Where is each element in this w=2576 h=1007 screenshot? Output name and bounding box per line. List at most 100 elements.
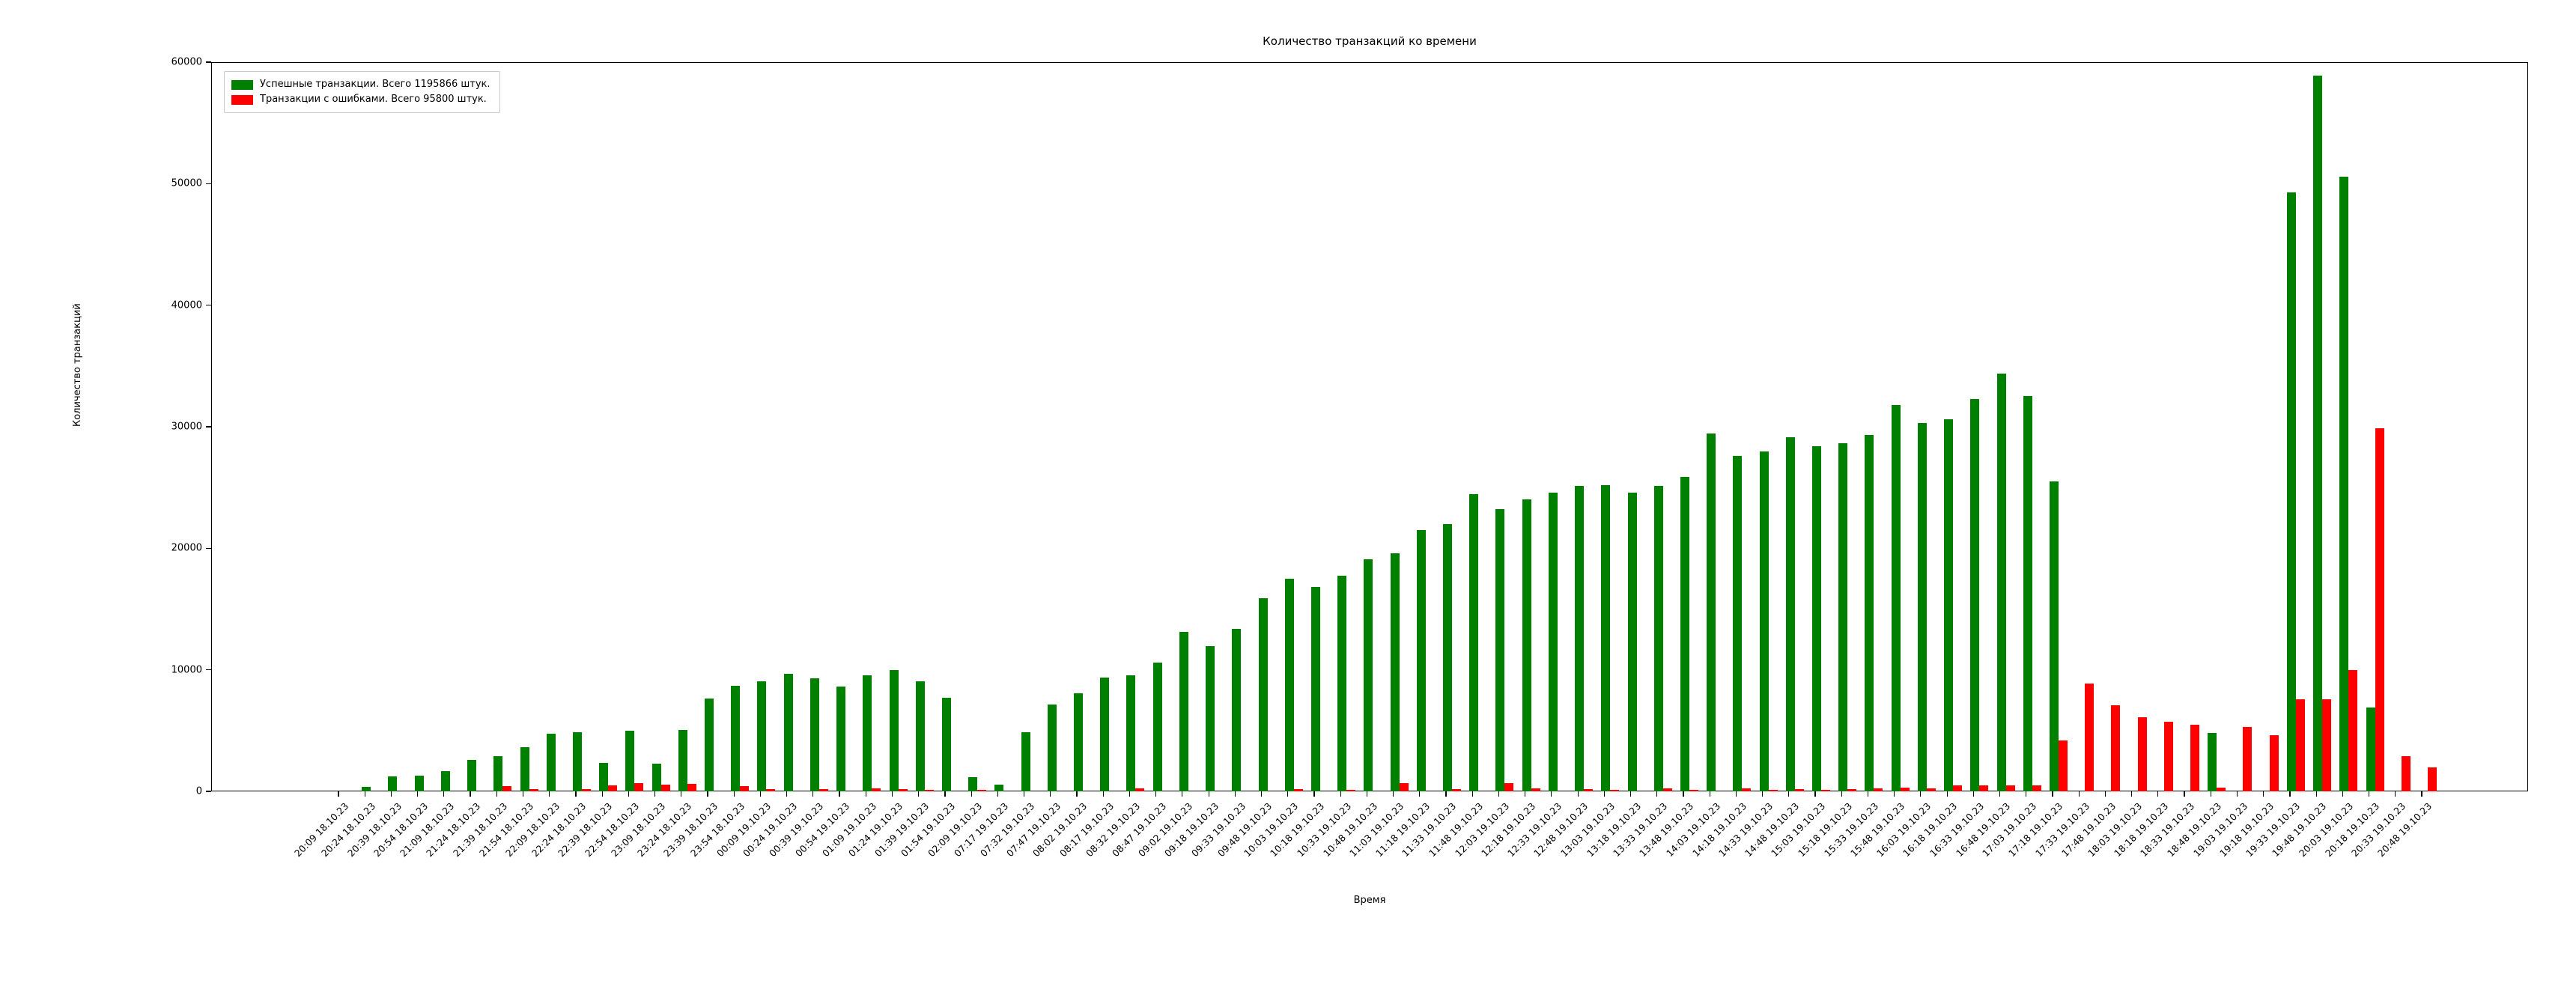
bar-error — [2137, 717, 2147, 791]
x-tick-mark — [2104, 791, 2106, 797]
x-tick-mark — [1050, 791, 1051, 797]
x-tick-mark — [1445, 791, 1447, 797]
x-tick-mark — [1735, 791, 1737, 797]
bar-success — [2366, 708, 2375, 791]
y-tick-mark — [206, 183, 211, 184]
bar-success — [1443, 524, 1453, 791]
bar-error — [1794, 788, 1804, 791]
bar-success — [731, 686, 741, 791]
bar-error — [977, 790, 987, 791]
error-swatch-icon — [231, 94, 253, 105]
bar-success — [651, 763, 661, 791]
x-tick-mark — [1551, 791, 1552, 797]
bar-success — [1179, 632, 1188, 791]
x-tick-mark — [1287, 791, 1289, 797]
x-tick-mark — [970, 791, 972, 797]
x-tick-mark — [1788, 791, 1790, 797]
y-tick-label: 20000 — [171, 542, 202, 554]
bar-success — [1232, 629, 1242, 791]
bar-error — [2190, 724, 2200, 791]
bar-success — [1206, 645, 1215, 791]
bar-error — [1689, 789, 1698, 791]
x-tick-mark — [1419, 791, 1421, 797]
bar-success — [1733, 455, 1743, 791]
bar-success — [1996, 373, 2006, 791]
bar-error — [766, 789, 776, 791]
bar-error — [581, 789, 591, 791]
x-tick-mark — [1656, 791, 1658, 797]
x-tick-mark — [1155, 791, 1157, 797]
bar-success — [1100, 678, 1110, 791]
x-tick-mark — [417, 791, 419, 797]
bar-success — [1970, 398, 1980, 791]
y-tick-label: 60000 — [171, 56, 202, 68]
bar-success — [1495, 508, 1505, 791]
bar-success — [1416, 530, 1426, 791]
bar-success — [705, 699, 714, 791]
bar-success — [678, 730, 687, 791]
bar-success — [1812, 445, 1822, 791]
x-tick-mark — [891, 791, 893, 797]
x-tick-mark — [1102, 791, 1104, 797]
bar-error — [1610, 789, 1620, 791]
bar-success — [440, 770, 450, 791]
bar-success — [1785, 436, 1795, 791]
bar-success — [809, 678, 819, 791]
bar-success — [2023, 396, 2032, 791]
x-tick-mark — [812, 791, 814, 797]
x-tick-mark — [1076, 791, 1078, 797]
bar-error — [1953, 785, 1963, 791]
x-tick-mark — [1498, 791, 1500, 797]
x-tick-mark — [1894, 791, 1895, 797]
bar-error — [1346, 789, 1356, 791]
bar-error — [1399, 782, 1409, 791]
bar-success — [572, 732, 582, 791]
bar-error — [1504, 782, 1514, 791]
bar-success — [941, 697, 951, 791]
bar-success — [1575, 485, 1585, 791]
bar-error — [1768, 789, 1778, 791]
bar-success — [1021, 732, 1030, 791]
bar-error — [660, 784, 670, 791]
x-tick-mark — [390, 791, 392, 797]
bar-error — [2401, 755, 2411, 791]
bar-success — [520, 746, 529, 791]
bar-error — [1662, 788, 1672, 791]
bar-success — [1865, 435, 1874, 791]
x-tick-mark — [549, 791, 550, 797]
y-tick-label: 50000 — [171, 177, 202, 189]
bar-success — [889, 670, 899, 791]
x-tick-mark — [997, 791, 998, 797]
bar-error — [898, 789, 908, 791]
bar-success — [599, 762, 609, 791]
legend-item-error: Транзакции с ошибками. Всего 95800 штук. — [231, 92, 490, 107]
bar-success — [2208, 733, 2217, 791]
x-tick-mark — [2342, 791, 2343, 797]
y-tick-label: 40000 — [171, 299, 202, 311]
legend-success-label: Успешные транзакции. Всего 1195866 штук. — [260, 79, 490, 90]
bar-error — [687, 783, 696, 791]
x-tick-mark — [1972, 791, 1974, 797]
x-tick-mark — [1629, 791, 1632, 797]
bar-error — [2163, 722, 2173, 791]
bar-error — [634, 783, 644, 791]
bar-success — [968, 776, 978, 791]
bar-success — [836, 687, 846, 791]
x-tick-mark — [1762, 791, 1764, 797]
bar-error — [2348, 669, 2358, 791]
x-tick-mark — [759, 791, 762, 797]
x-tick-mark — [496, 791, 497, 797]
bar-success — [1074, 693, 1084, 791]
x-tick-mark — [2157, 791, 2159, 797]
x-tick-mark — [918, 791, 920, 797]
bar-error — [2322, 699, 2332, 791]
bar-error — [1979, 785, 1989, 791]
bar-success — [1944, 419, 1954, 791]
x-tick-mark — [1603, 791, 1605, 797]
bar-success — [493, 756, 503, 791]
bar-success — [1891, 405, 1901, 791]
success-swatch-icon — [231, 79, 253, 90]
x-tick-mark — [1260, 791, 1263, 797]
x-tick-mark — [1999, 791, 2001, 797]
